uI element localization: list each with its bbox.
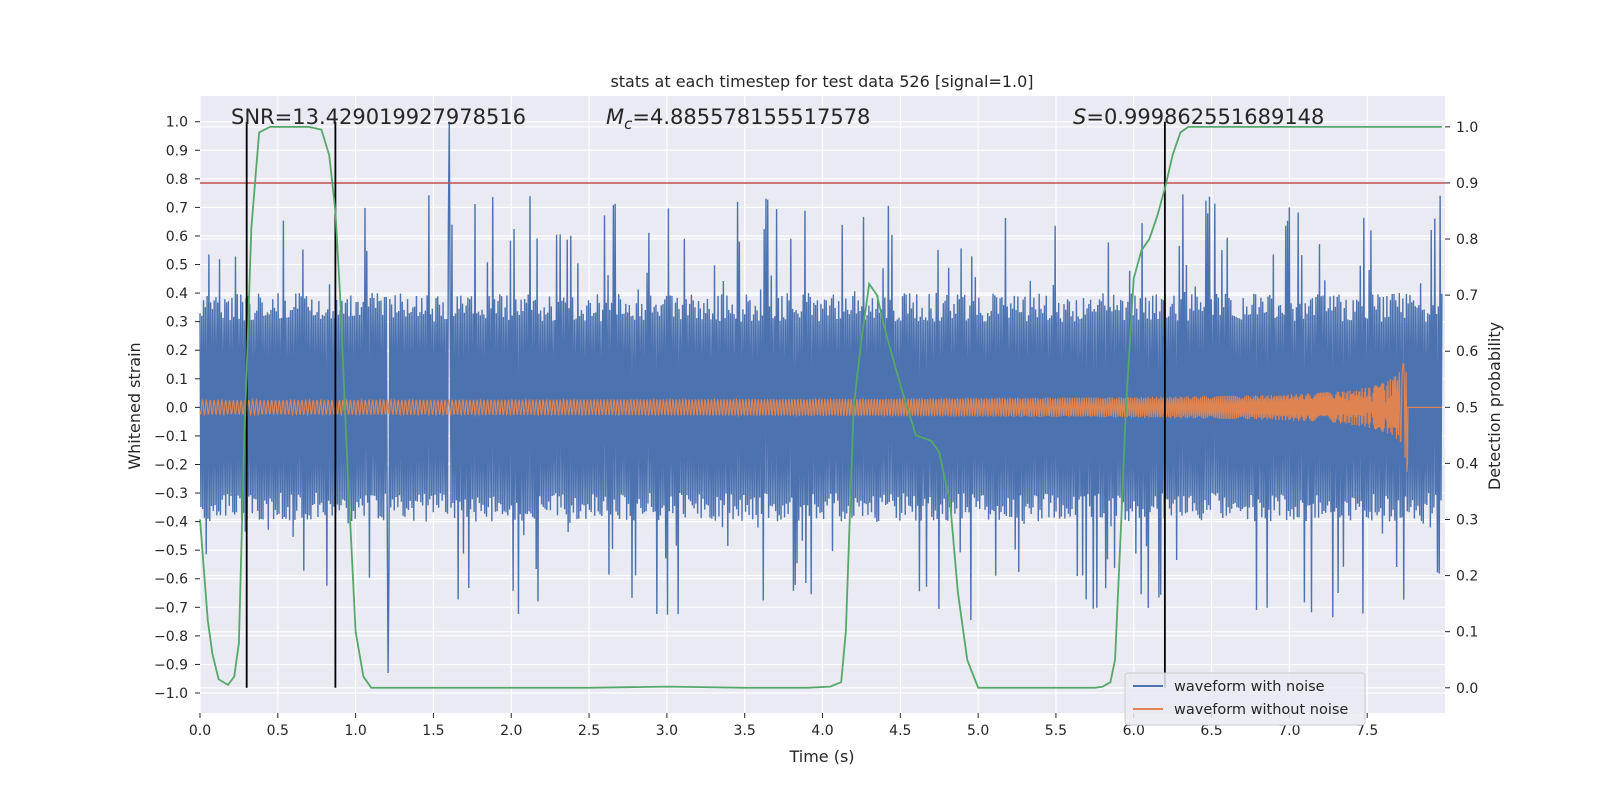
x-tick-label: 7.5 [1356, 723, 1378, 739]
y-left-tick-label: 0.0 [166, 400, 188, 416]
legend-label-noise: waveform with noise [1174, 679, 1325, 695]
x-tick-label: 2.5 [578, 723, 600, 739]
probability-line [199, 125, 1442, 689]
y-axis-right-label: Detection probability [1485, 322, 1504, 490]
clean-waveform-line [199, 362, 1442, 472]
y-left-tick-label: −0.1 [154, 429, 188, 445]
y-right-tick-label: 0.6 [1456, 344, 1478, 360]
y-left-tick-label: −0.2 [154, 457, 188, 473]
x-tick-label: 4.5 [889, 723, 911, 739]
y-right-tick-label: 0.1 [1456, 625, 1478, 641]
y-right-tick-label: 0.3 [1456, 512, 1478, 528]
y-left-tick-label: 0.5 [166, 258, 188, 274]
x-tick-label: 4.0 [811, 723, 833, 739]
legend-label-clean: waveform without noise [1174, 702, 1348, 718]
axis-ticks: 0.0 0.5 1.0 1.5 2.0 2.5 3.0 3.5 4.0 4.5 5.0 5.5 6.0 6… [154, 115, 1478, 739]
y-left-tick-label: −0.5 [154, 543, 188, 559]
y-right-tick-label: 0.0 [1456, 681, 1478, 697]
chart-title: stats at each timestep for test data 526… [610, 72, 1033, 91]
y-left-tick-label: −0.6 [154, 572, 188, 588]
y-left-tick-label: −1.0 [154, 686, 188, 702]
y-right-tick-label: 0.5 [1456, 400, 1478, 416]
series-waveform-with-noise [199, 121, 1443, 674]
annotation-chirp-mass: Mc=4.885578155517578 [606, 105, 870, 133]
x-tick-label: 7.0 [1278, 723, 1300, 739]
s-symbol: S [1073, 105, 1086, 129]
x-tick-label: 0.0 [189, 723, 211, 739]
y-right-tick-label: 0.9 [1456, 176, 1478, 192]
y-left-tick-label: −0.3 [154, 486, 188, 502]
y-left-tick-label: 0.3 [166, 315, 188, 331]
y-right-tick-label: 0.8 [1456, 232, 1478, 248]
x-tick-label: 2.0 [500, 723, 522, 739]
y-left-tick-label: 0.7 [166, 200, 188, 216]
x-tick-label: 1.0 [344, 723, 366, 739]
y-left-tick-label: 0.2 [166, 343, 188, 359]
y-left-tick-label: 0.6 [166, 229, 188, 245]
s-value: =0.999862551689148 [1086, 105, 1324, 129]
annotation-snr: SNR=13.429019927978516 [231, 105, 526, 129]
mc-subscript: c [624, 115, 633, 133]
y-right-tick-label: 0.7 [1456, 288, 1478, 304]
y-left-tick-label: −0.9 [154, 657, 188, 673]
x-tick-label: 6.0 [1123, 723, 1145, 739]
y-left-tick-label: 0.8 [166, 172, 188, 188]
y-right-tick-label: 1.0 [1456, 120, 1478, 136]
x-tick-label: 1.5 [422, 723, 444, 739]
y-axis-left-label: Whitened strain [125, 342, 144, 469]
x-tick-label: 3.0 [656, 723, 678, 739]
y-left-tick-label: 1.0 [166, 115, 188, 131]
series-waveform-without-noise [199, 362, 1442, 472]
x-tick-label: 5.5 [1045, 723, 1067, 739]
y-left-tick-label: 0.9 [166, 143, 188, 159]
x-tick-label: 6.5 [1200, 723, 1222, 739]
x-axis-label: Time (s) [788, 747, 854, 766]
y-left-tick-label: −0.7 [154, 600, 188, 616]
series-detection-probability [199, 125, 1442, 689]
y-left-tick-label: −0.4 [154, 515, 188, 531]
y-left-tick-label: 0.4 [166, 286, 188, 302]
annotation-statistic: S=0.999862551689148 [1073, 105, 1324, 129]
legend: waveform with noise waveform without noi… [1124, 672, 1366, 726]
y-left-tick-label: 0.1 [166, 372, 188, 388]
y-right-tick-label: 0.4 [1456, 456, 1478, 472]
legend-box [1124, 672, 1366, 726]
x-tick-label: 3.5 [734, 723, 756, 739]
noise-waveform-line [199, 121, 1443, 674]
x-tick-label: 0.5 [267, 723, 289, 739]
x-tick-label: 5.0 [967, 723, 989, 739]
y-left-tick-label: −0.8 [154, 629, 188, 645]
mc-symbol: M [606, 105, 624, 129]
y-right-tick-label: 0.2 [1456, 569, 1478, 585]
mc-value: =4.885578155517578 [632, 105, 870, 129]
